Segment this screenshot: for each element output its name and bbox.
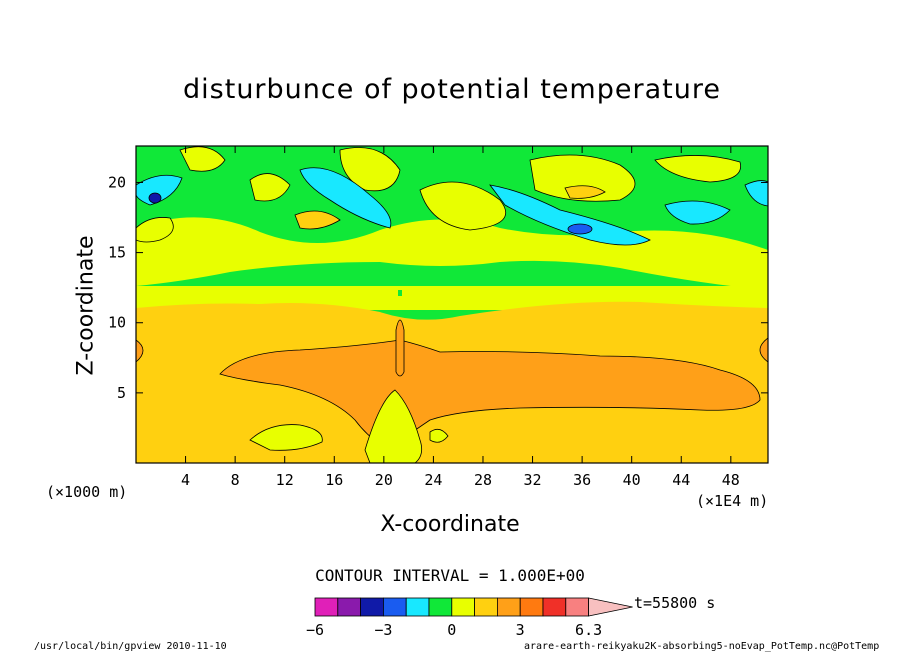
colorbar-cell-2: [360, 597, 384, 617]
y-tick-label-0: 5: [117, 384, 126, 402]
colorbar-cell-1: [337, 597, 361, 617]
footer-program: /usr/local/bin/gpview 2010-11-10: [34, 641, 227, 652]
y-tick-marks: 5 10 15 20: [108, 173, 768, 402]
time-label: t=55800 s: [634, 594, 716, 612]
cyan-patch-left: [136, 174, 183, 206]
yellow-patch-mid: [419, 181, 506, 231]
yellow-patch-ul: [136, 217, 174, 243]
cyan-patch-far-right: [664, 200, 731, 225]
yellow-patch-top-a: [179, 146, 226, 172]
yellow-patch-small: [429, 428, 449, 443]
colorbar-arrow: [588, 597, 633, 617]
orange-patch-upper: [294, 210, 341, 230]
x-tick-label-11: 48: [722, 471, 740, 489]
colorbar-label-0: −6: [306, 621, 324, 639]
colorbar-cell-8: [496, 597, 521, 617]
colorbar: −6 −3 0 3 6.3: [306, 597, 633, 639]
plot-area: [136, 146, 768, 463]
x-tick-label-2: 12: [276, 471, 294, 489]
yellow-patch-top-b: [249, 173, 291, 202]
cyan-patch-right: [489, 184, 651, 246]
x-tick-label-1: 8: [231, 471, 240, 489]
x-tick-label-10: 44: [672, 471, 690, 489]
central-green-dot: [398, 290, 402, 296]
colorbar-cell-10: [542, 597, 567, 617]
yellow-patch-center: [364, 389, 423, 463]
colorbar-label-1: −3: [374, 621, 392, 639]
x-tick-marks: 4 8 12 16 20 24 28 32 36 40 44 48: [181, 146, 740, 489]
colorbar-cell-5: [428, 597, 453, 617]
x-tick-label-0: 4: [181, 471, 190, 489]
central-plume: [395, 319, 405, 377]
yellow-patch-top-c: [339, 147, 401, 192]
yellow-patch-right: [529, 154, 636, 202]
colorbar-cell-7: [474, 597, 498, 617]
colorbar-cell-0: [314, 597, 339, 617]
colorbar-cell-6: [451, 597, 475, 617]
yellow-patch-far-right: [654, 155, 742, 183]
x-unit-left: (×1000 m): [46, 483, 128, 501]
x-tick-label-7: 32: [524, 471, 542, 489]
x-unit-right: (×1E4 m): [696, 492, 769, 510]
x-axis-label: X-coordinate: [380, 512, 520, 537]
yellow-patch-bottom-left: [249, 424, 323, 451]
colorbar-cell-9: [519, 597, 544, 617]
colorbar-label-3: 3: [516, 621, 525, 639]
contour-interval: CONTOUR INTERVAL = 1.000E+00: [315, 566, 585, 585]
orange-patch-right: [564, 185, 606, 199]
footer-source: arare-earth-reikyaku2K-absorbing5-noEvap…: [524, 641, 880, 652]
colorbar-label-4: 6.3: [575, 621, 602, 639]
cyan-patch-center: [299, 167, 392, 229]
colorbar-cell-11: [565, 597, 589, 617]
cyan-patch-edge: [744, 180, 768, 207]
x-tick-label-5: 24: [424, 471, 442, 489]
blue-spot-right: [567, 223, 593, 235]
plot-frame: [135, 145, 769, 464]
y-tick-label-3: 20: [108, 173, 126, 191]
y-axis-label: Z-coordinate: [73, 235, 99, 376]
chart-title: disturbunce of potential temperature: [183, 74, 721, 105]
y-tick-label-1: 10: [108, 314, 126, 332]
x-tick-label-8: 36: [573, 471, 591, 489]
colorbar-cell-4: [405, 597, 430, 617]
blue-spot-left: [148, 192, 162, 204]
colorbar-cell-3: [382, 597, 407, 617]
y-tick-label-2: 15: [108, 244, 126, 262]
colorbar-label-2: 0: [447, 621, 456, 639]
x-tick-label-4: 20: [375, 471, 393, 489]
x-tick-label-6: 28: [474, 471, 492, 489]
x-tick-label-9: 40: [623, 471, 641, 489]
x-tick-label-3: 16: [325, 471, 343, 489]
